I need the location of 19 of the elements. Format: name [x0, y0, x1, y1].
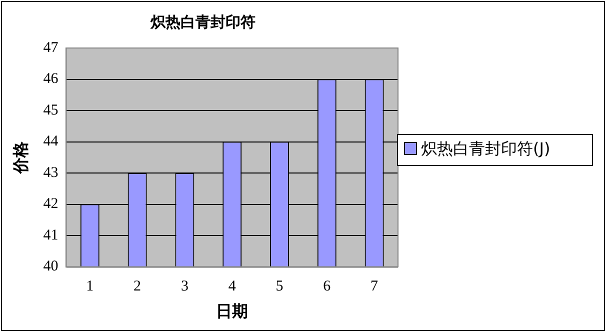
y-tick-label: 47 — [43, 40, 59, 56]
y-tick-label: 46 — [43, 71, 59, 88]
y-tick-label: 45 — [43, 102, 58, 118]
y-tick-label: 44 — [43, 134, 59, 150]
x-tick-label: 3 — [180, 278, 188, 295]
legend-label: 炽热白青封印符(J) — [420, 139, 552, 159]
x-tick-label: 2 — [134, 278, 142, 295]
y-tick-label: 41 — [43, 227, 58, 244]
y-tick-label: 43 — [43, 164, 58, 181]
x-axis-title: 日期 — [216, 302, 248, 321]
x-tick-label: 1 — [86, 278, 94, 295]
x-tick-label: 7 — [370, 278, 379, 295]
y-axis-title: 价格 — [10, 140, 30, 174]
chart-title: 炽热白青封印符 — [150, 12, 256, 31]
x-tick-label: 6 — [323, 278, 332, 295]
y-tick-label: 40 — [43, 258, 58, 275]
y-tick-label: 42 — [43, 196, 58, 212]
x-tick-label: 4 — [228, 278, 236, 295]
x-tick-label: 5 — [276, 278, 284, 295]
